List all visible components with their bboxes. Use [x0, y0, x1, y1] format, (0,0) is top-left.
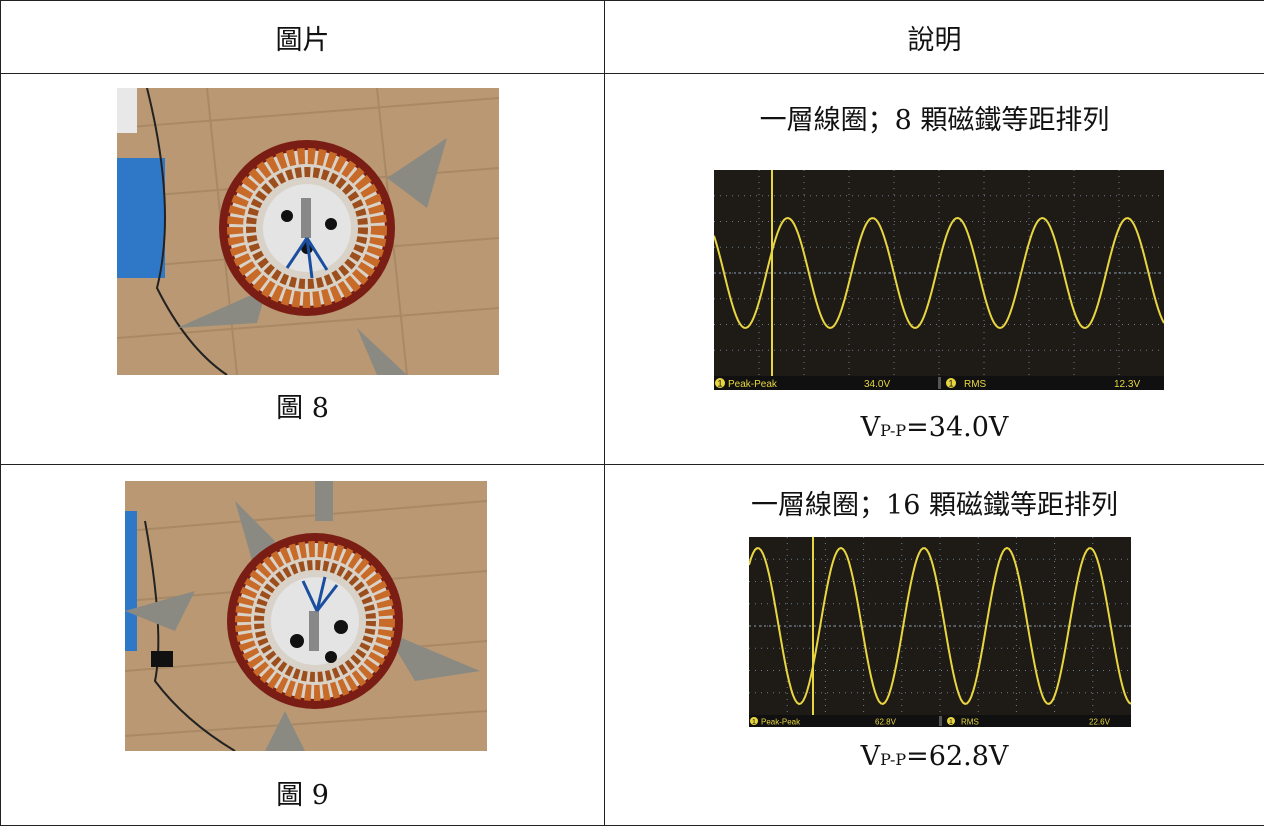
description-cell: 一層線圈；8 顆磁鐵等距排列 1 Peak-Peak 34.0V 1 RMS 1…	[605, 74, 1264, 465]
measure-peak-value: 62.8V	[875, 718, 897, 727]
figure-caption: 圖 9	[1, 773, 604, 812]
channel-number: 1	[718, 379, 723, 389]
oscilloscope-screen: 1 Peak-Peak 62.8V 1 RMS 22.6V	[749, 537, 1131, 727]
voltage-subscript: P-P	[880, 750, 906, 769]
voltage-label: VP-P=34.0V	[605, 412, 1264, 443]
voltage-value: =34.0V	[906, 412, 1008, 443]
description-cell: 一層線圈；16 顆磁鐵等距排列 1 Peak-Peak 62.8V 1 RMS …	[605, 465, 1264, 826]
voltage-prefix: V	[861, 412, 881, 443]
measure-peak-label: Peak-Peak	[761, 718, 801, 727]
voltage-subscript: P-P	[880, 421, 906, 440]
measurement-bar: 1 Peak-Peak 34.0V 1 RMS 12.3V	[714, 376, 1164, 390]
description-text: 一層線圈；8 顆磁鐵等距排列	[605, 98, 1264, 137]
waveform	[749, 537, 1131, 727]
generator-photo	[117, 88, 499, 375]
measure-rms-label: RMS	[961, 718, 979, 727]
channel-number: 1	[752, 719, 756, 726]
image-cell: 圖 8	[1, 74, 605, 465]
measure-rms-label: RMS	[964, 379, 987, 390]
channel-number: 1	[949, 379, 954, 389]
image-cell: 圖 9	[1, 465, 605, 826]
table-row: 圖 8 一層線圈；8 顆磁鐵等距排列 1 Peak-Peak 34.0V 1 R…	[1, 74, 1264, 465]
description-text: 一層線圈；16 顆磁鐵等距排列	[605, 483, 1264, 522]
waveform	[714, 170, 1164, 390]
header-row: 圖片 說明	[1, 1, 1264, 74]
voltage-label: VP-P=62.8V	[605, 741, 1264, 772]
voltage-value: =62.8V	[906, 741, 1008, 772]
oscilloscope-screen: 1 Peak-Peak 34.0V 1 RMS 12.3V	[714, 170, 1164, 390]
header-description: 說明	[605, 1, 1264, 74]
measurement-bar: 1 Peak-Peak 62.8V 1 RMS 22.6V	[749, 715, 1131, 727]
figure-caption: 圖 8	[1, 386, 604, 425]
measure-peak-label: Peak-Peak	[728, 379, 778, 390]
header-image: 圖片	[1, 1, 605, 74]
channel-number: 1	[949, 719, 953, 726]
table-row: 圖 9 一層線圈；16 顆磁鐵等距排列 1 Peak-Peak 62.8V 1 …	[1, 465, 1264, 826]
measure-peak-value: 34.0V	[864, 379, 890, 390]
measure-rms-value: 12.3V	[1114, 379, 1140, 390]
voltage-prefix: V	[861, 741, 881, 772]
measure-rms-value: 22.6V	[1089, 718, 1111, 727]
generator-photo	[125, 481, 487, 751]
